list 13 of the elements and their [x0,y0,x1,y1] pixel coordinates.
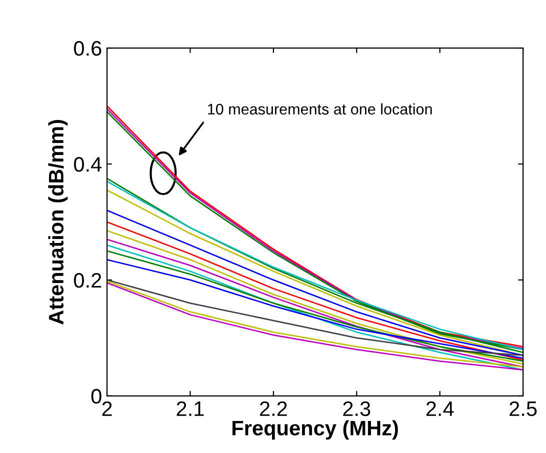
y-tick-label: 0.6 [74,41,102,56]
x-axis-title: Frequency (MHz) [232,420,398,440]
y-tick-label: 0.4 [74,156,102,172]
y-tick-label: 0 [91,388,102,404]
annotation: 10 measurements at one location [208,103,432,115]
x-tick-label: 2.1 [176,401,204,416]
x-tick-label: 2.2 [260,401,287,416]
x-tick-label: 2 [102,401,112,416]
x-tick-label: 2.3 [343,401,370,416]
x-tick-label: 2.5 [510,401,537,416]
x-tick-label: 2.4 [426,401,454,416]
y-axis-title: Attenuation (dB/mm) [48,120,68,324]
y-tick-label: 0.2 [74,272,102,288]
